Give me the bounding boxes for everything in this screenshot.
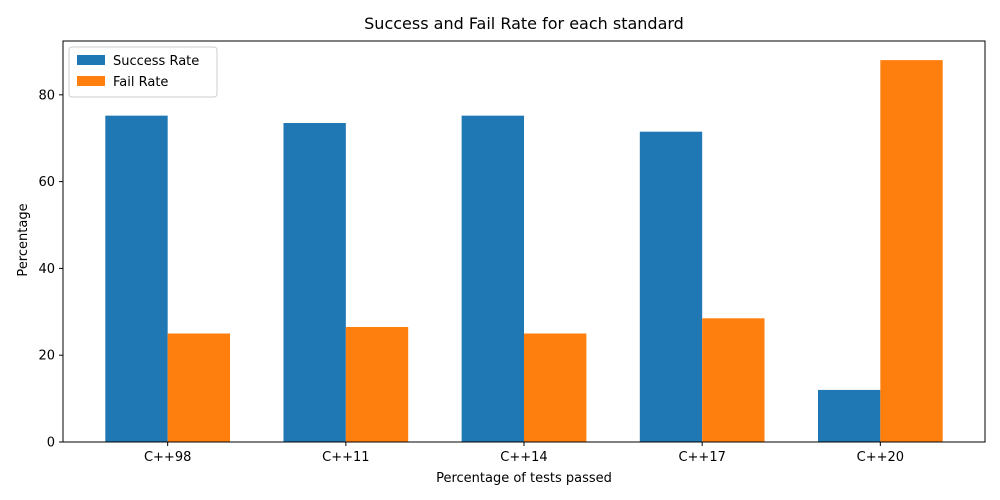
y-tick-label: 80 xyxy=(38,88,55,103)
x-tick-label: C++17 xyxy=(678,450,725,465)
legend-box xyxy=(68,46,218,98)
bar-fail-4 xyxy=(880,60,943,442)
x-axis-label: Percentage of tests passed xyxy=(436,471,612,486)
chart-title: Success and Fail Rate for each standard xyxy=(364,14,684,33)
bar-success-0 xyxy=(105,115,168,443)
y-tick-label: 60 xyxy=(38,175,55,190)
bar-fail-0 xyxy=(167,333,231,442)
y-tick-label: 40 xyxy=(38,262,55,277)
x-tick-label: C++98 xyxy=(144,450,191,465)
bar-success-3 xyxy=(639,131,703,442)
bar-fail-2 xyxy=(524,333,587,442)
legend-swatch-fail xyxy=(77,76,105,86)
x-tick-label: C++20 xyxy=(857,450,904,465)
x-tick-label: C++14 xyxy=(500,450,547,465)
y-axis-label: Percentage xyxy=(16,203,31,276)
legend-label-fail: Fail Rate xyxy=(113,75,168,90)
bar-success-4 xyxy=(817,389,881,442)
bar-fail-1 xyxy=(345,326,409,442)
bar-success-2 xyxy=(461,115,524,443)
y-tick-label: 0 xyxy=(47,436,55,451)
axes-layer: 0 20 40 60 80 C++98 C++11 C++14 C++17 C++20 xyxy=(38,40,986,465)
x-tick-label: C++11 xyxy=(322,450,369,465)
bars-layer xyxy=(105,60,943,443)
legend-swatch-success xyxy=(77,55,105,65)
legend: Success Rate Fail Rate xyxy=(68,46,218,98)
bar-fail-3 xyxy=(702,318,765,442)
y-tick-label: 20 xyxy=(38,349,55,364)
legend-label-success: Success Rate xyxy=(113,54,199,69)
bar-success-1 xyxy=(283,123,346,443)
